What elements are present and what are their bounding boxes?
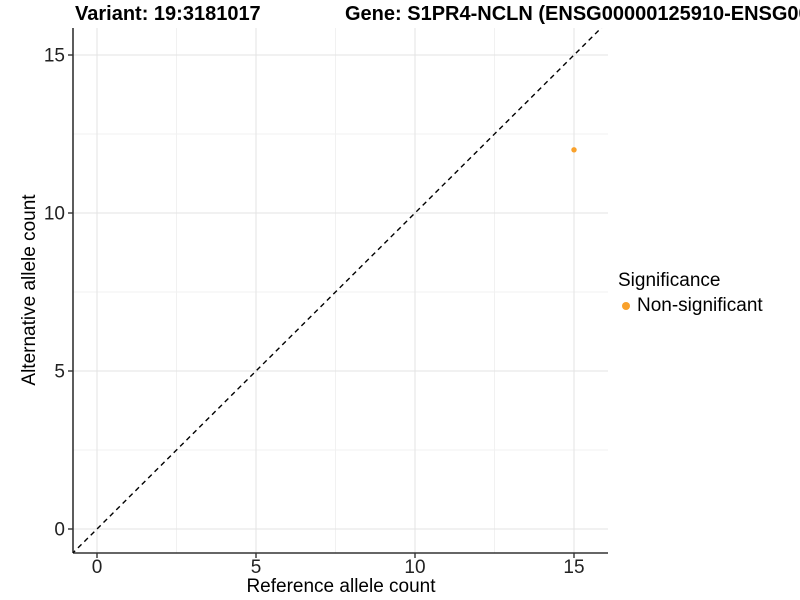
svg-text:10: 10	[44, 204, 65, 225]
svg-text:15: 15	[563, 557, 584, 578]
svg-text:5: 5	[54, 362, 65, 383]
plot-title-row: Variant: 19:3181017 Gene: S1PR4-NCLN (EN…	[0, 0, 800, 26]
y-tick-labels: 0 5 10 15	[44, 46, 65, 541]
y-axis-label: Alternative allele count	[19, 194, 40, 386]
major-gridlines	[73, 28, 608, 553]
data-points	[571, 147, 577, 153]
svg-text:10: 10	[404, 557, 425, 578]
svg-text:0: 0	[92, 557, 103, 578]
x-axis-label: Reference allele count	[246, 576, 436, 597]
x-tick-labels: 0 5 10 15	[92, 557, 585, 578]
svg-text:15: 15	[44, 46, 65, 67]
identity-line	[73, 28, 603, 553]
svg-text:5: 5	[251, 557, 262, 578]
minor-gridlines	[73, 28, 608, 553]
legend-key-dot	[622, 302, 630, 310]
svg-text:0: 0	[54, 520, 65, 541]
tick-marks	[68, 54, 575, 558]
legend-label: Non-significant	[637, 295, 763, 316]
legend-title: Significance	[618, 270, 721, 291]
axis-lines	[72, 28, 608, 554]
legend-item: Non-significant	[618, 295, 763, 317]
gene-title: Gene: S1PR4-NCLN (ENSG00000125910-ENSG00	[345, 3, 800, 25]
variant-title: Variant: 19:3181017	[75, 3, 261, 25]
legend: Significance Non-significant	[618, 270, 763, 317]
